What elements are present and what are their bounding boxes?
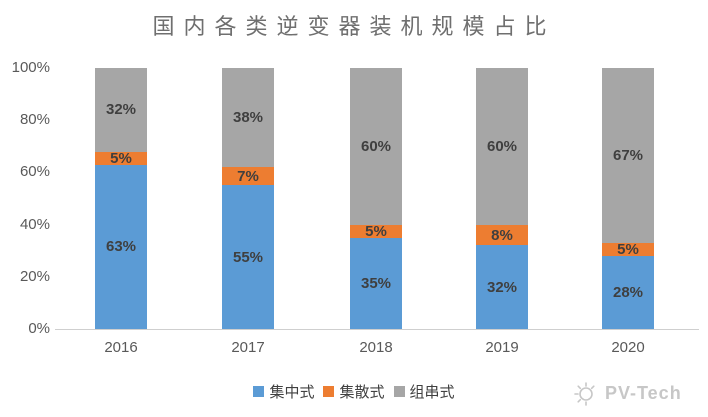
data-label-2018-cluster: 5%: [365, 222, 387, 240]
legend-swatch-cluster: [323, 386, 335, 397]
data-label-2016-string: 32%: [105, 101, 137, 119]
data-label-2019-string: 60%: [486, 137, 518, 155]
bar-2016-segment-cluster: 5%: [95, 149, 147, 167]
legend-item-centralized: 集中式: [253, 381, 314, 402]
x-axis-label-2016: 2016: [104, 339, 138, 356]
bar-2020-segment-string: 67%: [602, 68, 654, 243]
bar-2020: 28% 5% 67%: [602, 68, 654, 329]
x-axis-label-2018: 2018: [359, 339, 393, 356]
data-label-2020-cluster: 5%: [617, 240, 639, 258]
bar-2016: 63% 5% 32%: [95, 68, 147, 329]
y-axis-tick-label: 0%: [28, 320, 50, 337]
bar-2018-segment-cluster: 5%: [350, 222, 402, 240]
legend-label-string: 组串式: [409, 384, 455, 401]
bar-2017-segment-cluster: 7%: [222, 167, 274, 186]
data-label-2019-centralized: 32%: [486, 278, 518, 296]
legend-item-cluster: 集散式: [323, 381, 385, 402]
bar-2020-segment-cluster: 5%: [602, 240, 654, 258]
bar-2020-segment-centralized: 28%: [602, 255, 654, 329]
bar-2018-segment-string: 60%: [350, 68, 402, 225]
data-label-2020-string: 67%: [612, 146, 644, 164]
y-axis-tick-label: 100%: [11, 59, 50, 76]
legend-swatch-centralized: [253, 386, 265, 397]
data-label-2018-centralized: 35%: [360, 274, 392, 292]
chart-title: 国内各类逆变器装机规模占比: [152, 14, 556, 39]
data-label-2017-centralized: 55%: [232, 248, 264, 266]
y-axis-tick-label: 60%: [19, 163, 50, 181]
x-axis-label-2019: 2019: [485, 339, 519, 356]
bar-2017-segment-string: 38%: [222, 68, 274, 168]
bar-2016-segment-string: 32%: [95, 68, 147, 152]
legend-label-centralized: 集中式: [269, 384, 315, 401]
legend-swatch-string: [393, 386, 405, 397]
legend-item-string: 组串式: [393, 381, 455, 402]
sun-icon: [574, 382, 595, 406]
data-label-2020-centralized: 28%: [612, 283, 644, 301]
bar-2018-segment-centralized: 35%: [350, 237, 402, 329]
y-axis-tick-label: 80%: [19, 111, 50, 129]
watermark: PV-Tech: [570, 376, 704, 410]
data-label-2017-string: 38%: [232, 109, 264, 127]
x-axis-label-2020: 2020: [611, 339, 645, 356]
x-axis-line: [55, 329, 699, 330]
legend: 集中式 集散式 组串式: [0, 381, 708, 402]
bar-2017: 55% 7% 38%: [222, 68, 274, 329]
bar-2016-segment-centralized: 63%: [95, 164, 147, 329]
watermark-text: PV-Tech: [605, 382, 682, 403]
y-axis-tick-label: 40%: [19, 215, 50, 233]
data-label-2016-centralized: 63%: [105, 238, 137, 256]
bar-2019: 32% 8% 60%: [476, 68, 528, 329]
bar-2018: 35% 5% 60%: [350, 68, 402, 329]
y-axis-tick-label: 20%: [19, 267, 50, 285]
legend-label-cluster: 集散式: [339, 384, 385, 401]
bar-2019-segment-string: 60%: [476, 68, 528, 225]
x-axis-label-2017: 2017: [231, 339, 265, 356]
data-label-2016-cluster: 5%: [110, 149, 132, 167]
bar-2017-segment-centralized: 55%: [222, 185, 274, 329]
bar-2019-segment-centralized: 32%: [476, 245, 528, 329]
data-label-2018-string: 60%: [360, 137, 392, 155]
bar-2019-segment-cluster: 8%: [476, 224, 528, 246]
data-label-2017-cluster: 7%: [237, 167, 259, 185]
data-label-2019-cluster: 8%: [491, 226, 513, 244]
